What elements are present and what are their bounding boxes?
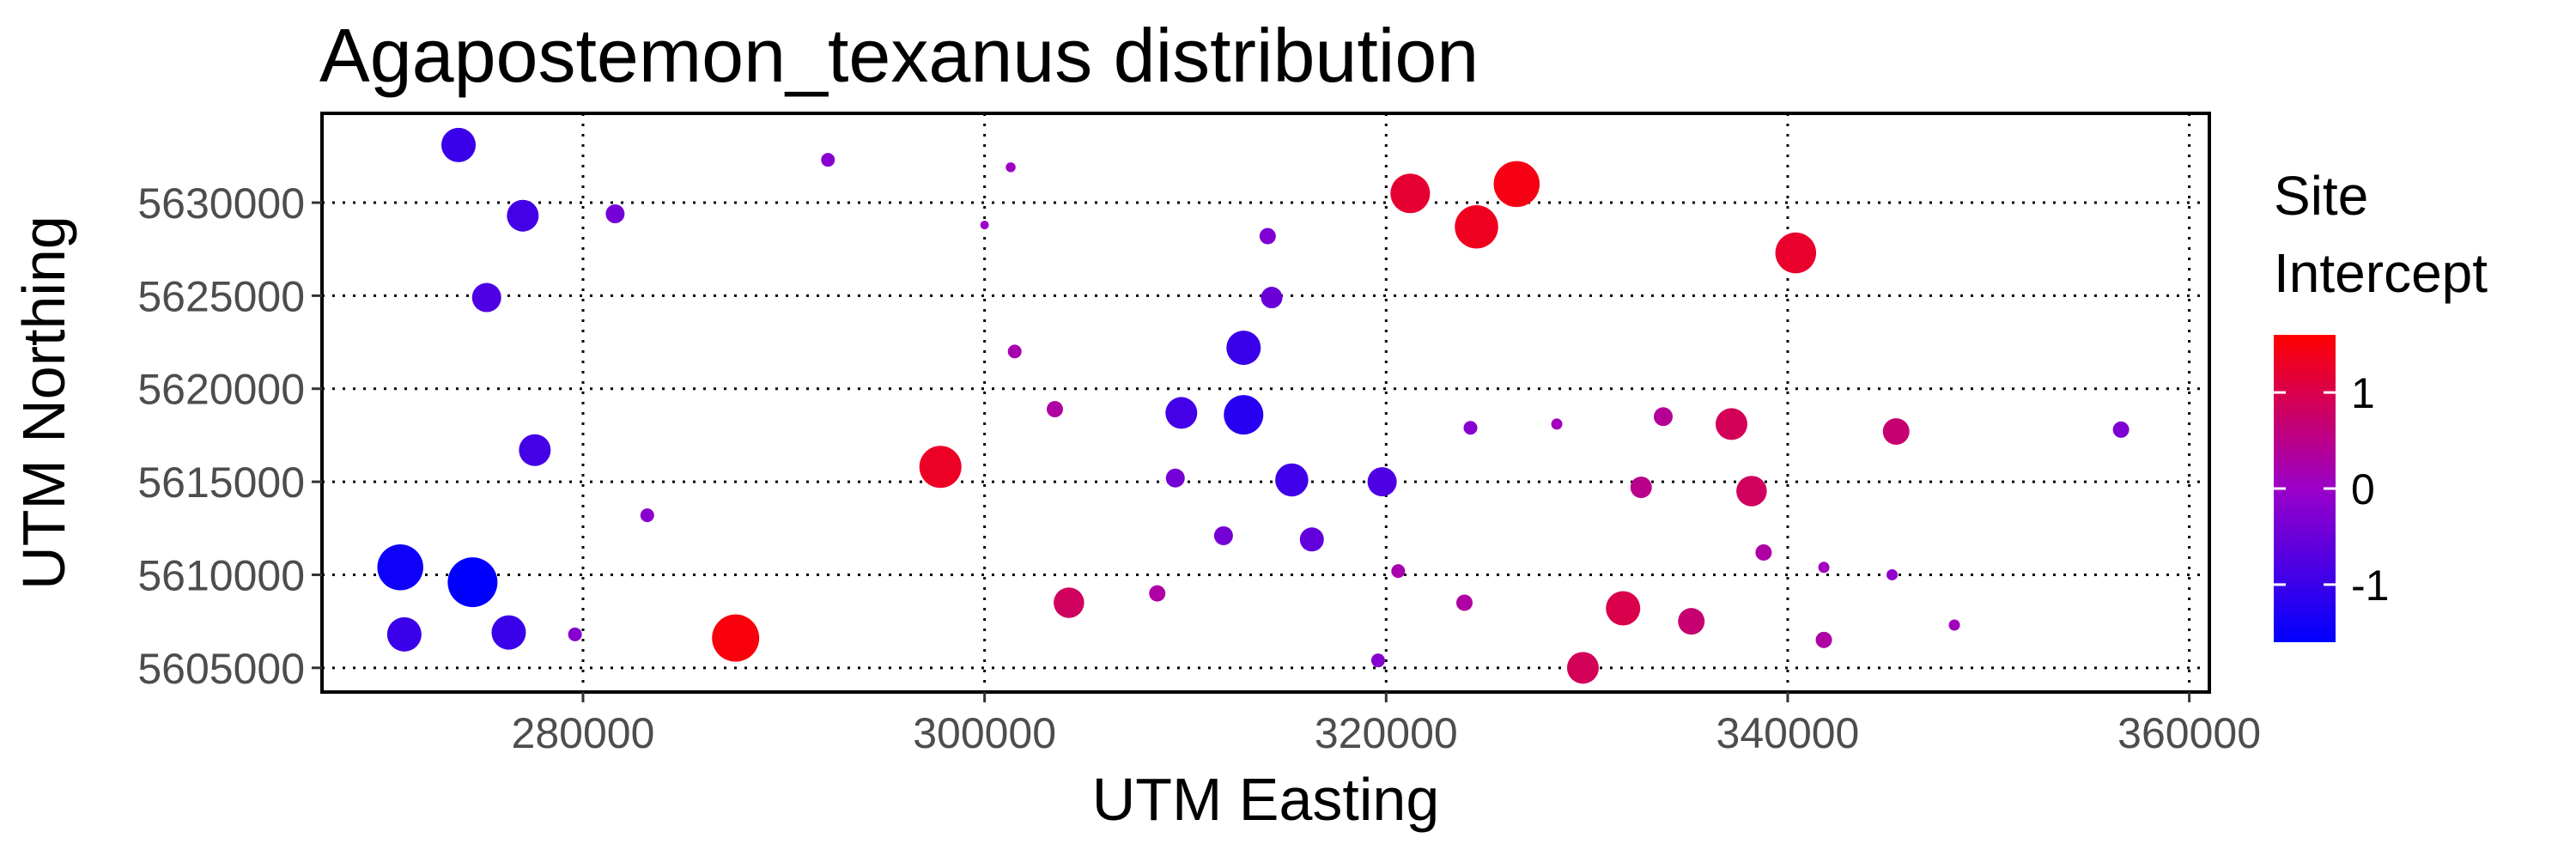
data-point xyxy=(568,627,582,641)
legend-colorbar-ticks: 1 0 -1 xyxy=(2274,369,2389,610)
data-point xyxy=(1224,395,1264,435)
data-point xyxy=(1226,331,1261,366)
data-point xyxy=(1005,162,1016,173)
colorbar-tick-label: 0 xyxy=(2351,465,2375,513)
data-point xyxy=(1818,562,1830,574)
data-point xyxy=(2112,421,2129,438)
data-point xyxy=(1678,608,1705,635)
data-point xyxy=(1367,467,1397,497)
data-point xyxy=(1007,344,1022,359)
y-tick-label: 5615000 xyxy=(137,458,305,507)
colorbar-tick-label: 1 xyxy=(2351,369,2375,417)
data-point xyxy=(1463,421,1478,435)
chart-title: Agapostemon_texanus distribution xyxy=(319,13,1479,98)
legend: Site Intercept 1 0 -1 xyxy=(2274,165,2488,642)
y-tick-label: 5610000 xyxy=(137,551,305,599)
data-point xyxy=(1736,476,1767,507)
data-point xyxy=(1165,468,1185,488)
data-point xyxy=(1755,543,1772,561)
data-point xyxy=(1815,631,1832,648)
data-point xyxy=(1630,477,1652,499)
y-tick-label: 5605000 xyxy=(137,645,305,693)
data-point xyxy=(1775,232,1817,274)
data-point xyxy=(1261,287,1283,309)
data-point xyxy=(980,221,989,230)
data-point xyxy=(377,544,423,591)
data-point xyxy=(1882,418,1910,446)
data-point xyxy=(1948,619,1960,631)
data-point xyxy=(1259,228,1276,245)
data-point xyxy=(919,446,962,489)
x-axis: 280000 300000 320000 340000 360000 xyxy=(512,692,2261,757)
data-point xyxy=(471,282,501,313)
data-point xyxy=(605,204,625,224)
x-tick-label: 300000 xyxy=(913,709,1056,757)
data-point xyxy=(1275,463,1309,497)
y-tick-label: 5625000 xyxy=(137,272,305,320)
legend-title-line-2: Intercept xyxy=(2274,242,2488,304)
data-point xyxy=(1046,401,1063,418)
colorbar-tick-label: -1 xyxy=(2351,562,2389,610)
data-point xyxy=(821,153,835,167)
x-tick-label: 320000 xyxy=(1315,709,1458,757)
x-tick-label: 280000 xyxy=(512,709,655,757)
data-points xyxy=(377,127,2129,684)
data-point xyxy=(640,508,654,523)
x-tick-label: 360000 xyxy=(2117,709,2261,757)
data-point xyxy=(1551,418,1563,430)
data-point xyxy=(1390,173,1431,214)
data-point xyxy=(1606,591,1641,626)
data-point xyxy=(712,614,760,662)
data-point xyxy=(1493,161,1540,208)
data-point xyxy=(1455,204,1498,249)
data-point xyxy=(1149,585,1166,602)
data-point xyxy=(1886,568,1899,580)
data-point xyxy=(1566,652,1599,684)
data-point xyxy=(1213,525,1233,545)
data-point xyxy=(386,616,422,652)
legend-title-line-1: Site xyxy=(2274,165,2368,227)
data-point xyxy=(507,199,539,232)
y-tick-label: 5630000 xyxy=(137,179,305,228)
data-point xyxy=(1370,653,1385,668)
grid-lines xyxy=(322,113,2209,692)
data-point xyxy=(519,434,551,466)
x-axis-title: UTM Easting xyxy=(1092,766,1440,833)
data-point xyxy=(447,557,498,608)
data-point xyxy=(1391,564,1406,579)
y-axis: 5605000 5610000 5615000 5620000 5625000 56300… xyxy=(137,179,322,693)
data-point xyxy=(491,615,526,650)
plot-panel-border xyxy=(320,112,2211,694)
data-point xyxy=(1165,397,1198,429)
y-tick-label: 5620000 xyxy=(137,366,305,414)
y-axis-title: UTM Northing xyxy=(10,216,77,590)
data-point xyxy=(1054,587,1084,618)
data-point xyxy=(441,127,477,162)
data-point xyxy=(1653,407,1673,427)
data-point xyxy=(1715,408,1747,440)
data-point xyxy=(1455,594,1473,611)
x-tick-label: 340000 xyxy=(1716,709,1860,757)
data-point xyxy=(1299,527,1324,552)
